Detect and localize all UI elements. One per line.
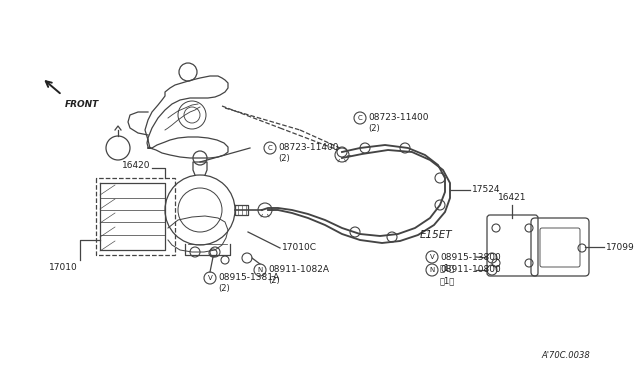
Text: V: V xyxy=(207,275,212,281)
Text: 08915-1381A: 08915-1381A xyxy=(218,273,279,282)
Text: 16420: 16420 xyxy=(122,160,150,170)
Text: 08723-11400: 08723-11400 xyxy=(368,113,429,122)
Text: （1）: （1） xyxy=(440,263,455,273)
Text: V: V xyxy=(429,254,435,260)
Text: N: N xyxy=(429,267,435,273)
Text: (2): (2) xyxy=(268,276,280,285)
Text: 08723-11400: 08723-11400 xyxy=(278,144,339,153)
Text: 16421: 16421 xyxy=(498,193,526,202)
Text: (2): (2) xyxy=(278,154,290,164)
Text: FRONT: FRONT xyxy=(65,100,99,109)
Text: A'70C.0038: A'70C.0038 xyxy=(541,351,590,360)
Text: 17099: 17099 xyxy=(606,243,635,251)
Text: 17010C: 17010C xyxy=(282,244,317,253)
Text: 08915-13800: 08915-13800 xyxy=(440,253,500,262)
Text: 17524: 17524 xyxy=(472,186,500,195)
Text: C: C xyxy=(268,145,273,151)
Text: 08911-1082A: 08911-1082A xyxy=(268,266,329,275)
Text: （1）: （1） xyxy=(440,276,455,285)
Text: C: C xyxy=(358,115,362,121)
Text: 17010: 17010 xyxy=(49,263,78,272)
Text: 08911-10800: 08911-10800 xyxy=(440,266,500,275)
Text: E15ET: E15ET xyxy=(420,230,452,240)
Text: (2): (2) xyxy=(368,125,380,134)
Text: (2): (2) xyxy=(218,285,230,294)
Text: N: N xyxy=(257,267,262,273)
